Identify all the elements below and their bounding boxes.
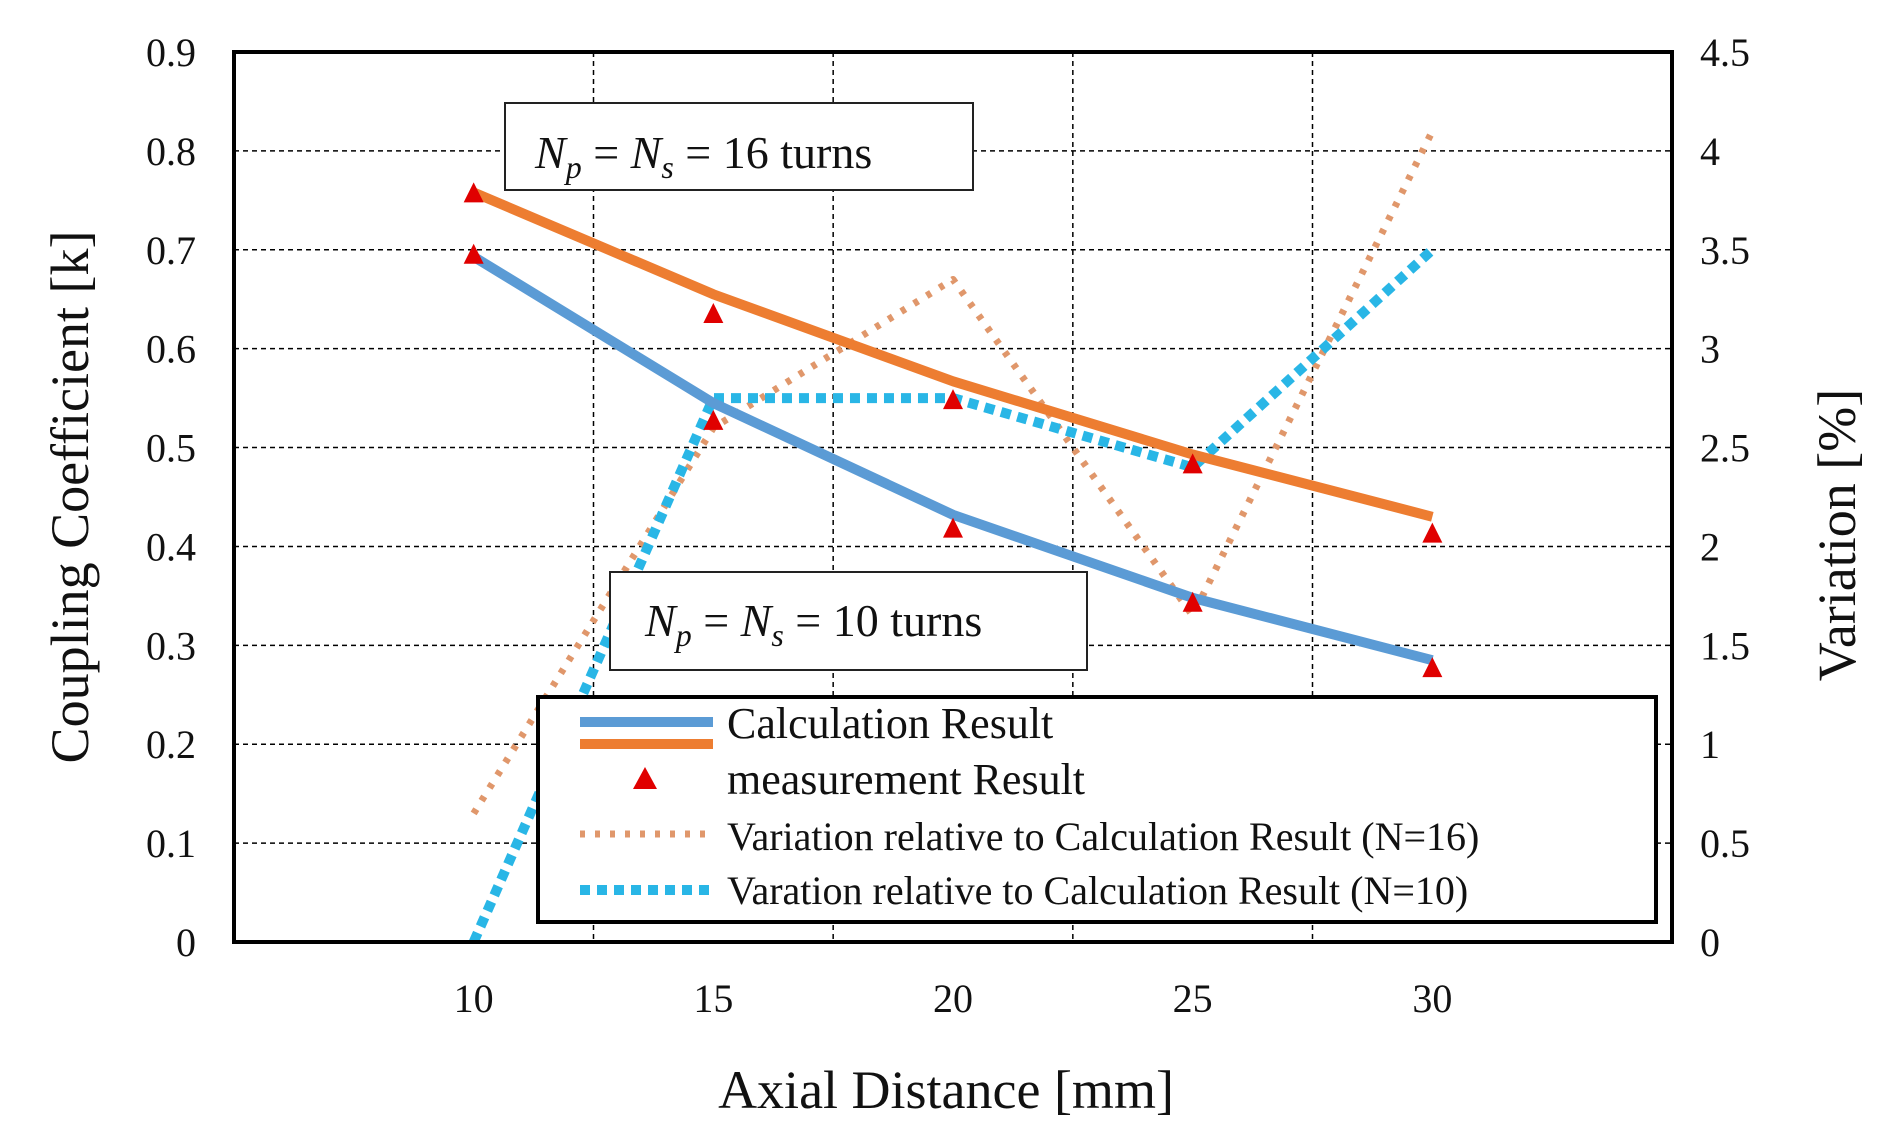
y2-tick-label: 1.5 (1700, 623, 1750, 668)
y2-tick-label: 3.5 (1700, 228, 1750, 273)
y-tick-label: 0.9 (146, 30, 196, 75)
annotation-10-suffix: = 10 turns (784, 595, 982, 646)
x-tick-label: 10 (454, 976, 494, 1021)
x-tick-label: 25 (1173, 976, 1213, 1021)
annotation-10-sub1: p (674, 617, 692, 653)
marker-measurement-result-n-10 (1422, 657, 1443, 678)
legend-swatch-measurement (633, 767, 657, 789)
annotation-16-n2: N (630, 127, 664, 178)
annotation-10-sub2: s (771, 617, 783, 653)
legend-label-variation-10: Varation relative to Calculation Result … (727, 868, 1468, 913)
legend-label-calculation: Calculation Result (727, 699, 1053, 748)
tick-labels: 0 0 0.1 0.5 0.2 1 0.3 1.5 0.4 2 0.5 2.5 0.6 3 0.7 3.5 0.… (146, 30, 1750, 1021)
marker-measurement-result-n-16 (703, 303, 724, 324)
x-axis-label: Axial Distance [mm] (718, 1060, 1174, 1120)
y-tick-label: 0.1 (146, 821, 196, 866)
y-tick-label: 0.6 (146, 327, 196, 372)
annotation-10-n2: N (740, 595, 774, 646)
annotation-16-n1: N (534, 127, 568, 178)
series-line-variation-relative-to-calculation-result-n-16 (470, 129, 1436, 816)
series-layer (463, 129, 1443, 945)
svg-text:Np = Ns = 10 turns: Np = Ns = 10 turns (644, 595, 982, 653)
y-tick-label: 0.8 (146, 129, 196, 174)
y2-axis-label: Variation [%] (1807, 389, 1867, 681)
y-tick-label: 0.5 (146, 426, 196, 471)
legend-label-variation-16: Variation relative to Calculation Result… (727, 814, 1479, 859)
legend: Calculation Result measurement Result Va… (536, 695, 1658, 924)
annotation-16-turns: Np = Ns = 16 turns (504, 102, 974, 191)
marker-measurement-result-n-10 (463, 243, 484, 264)
x-tick-label: 15 (693, 976, 733, 1021)
annotation-10-eq: = (692, 595, 741, 646)
annotation-10-n1: N (644, 595, 678, 646)
marker-measurement-result-n-10 (1182, 591, 1203, 612)
marker-measurement-result-n-16 (1422, 522, 1443, 543)
y2-tick-label: 2 (1700, 524, 1720, 569)
y2-tick-label: 1 (1700, 722, 1720, 767)
y-tick-label: 0.2 (146, 722, 196, 767)
annotation-16-sub2: s (661, 149, 673, 185)
y2-tick-label: 4 (1700, 129, 1720, 174)
y2-tick-label: 2.5 (1700, 426, 1750, 471)
annotation-16-suffix: = 16 turns (674, 127, 872, 178)
y-tick-label: 0.3 (146, 623, 196, 668)
annotation-16-eq: = (582, 127, 631, 178)
y-tick-label: 0.7 (146, 228, 196, 273)
series-line-calculation-result-n-10 (471, 252, 1434, 666)
y-axis-label: Coupling Coefficient [k] (40, 231, 100, 764)
y-tick-label: 0.4 (146, 524, 196, 569)
legend-box (536, 695, 1658, 924)
marker-measurement-result-n-16 (1182, 453, 1203, 474)
legend-label-measurement: measurement Result (727, 755, 1085, 804)
x-tick-label: 20 (933, 976, 973, 1021)
annotation-10-turns: Np = Ns = 10 turns (609, 571, 1088, 671)
y2-tick-label: 4.5 (1700, 30, 1750, 75)
marker-measurement-result-n-10 (943, 517, 963, 538)
y2-tick-label: 3 (1700, 327, 1720, 372)
marker-measurement-result-n-16 (943, 389, 963, 410)
marker-measurement-result-n-10 (703, 409, 724, 430)
svg-text:Np = Ns = 16 turns: Np = Ns = 16 turns (534, 127, 872, 185)
marker-measurement-result-n-16 (463, 182, 484, 203)
y2-tick-label: 0 (1700, 920, 1720, 965)
series-line-calculation-result-n-16 (471, 187, 1434, 522)
y-tick-label: 0 (176, 920, 196, 965)
x-tick-label: 30 (1412, 976, 1452, 1021)
plot-frame (232, 50, 1674, 944)
y2-tick-label: 0.5 (1700, 821, 1750, 866)
annotation-16-sub1: p (564, 149, 582, 185)
